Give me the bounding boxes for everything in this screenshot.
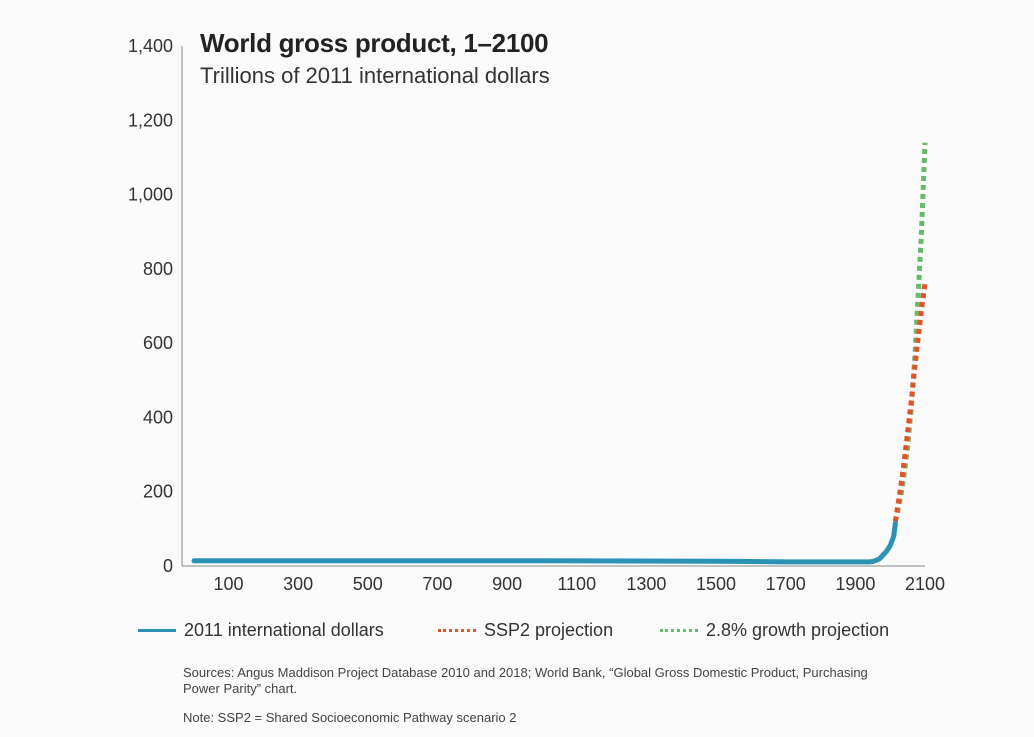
series-line-1 (892, 283, 928, 522)
x-tick-label: 1900 (835, 574, 875, 594)
y-tick-label: 1,000 (128, 185, 173, 205)
x-axis-ticks: 100 300 500 700 900 1100 1300 1500 1700 1900 2100 (213, 574, 945, 594)
x-tick-label: 300 (283, 574, 313, 594)
x-tick-label: 100 (213, 574, 243, 594)
x-tick-label: 1300 (626, 574, 666, 594)
legend-item-growth: 2.8% growth projection (660, 620, 889, 641)
y-tick-label: 400 (143, 407, 173, 427)
x-tick-label: 1700 (766, 574, 806, 594)
y-tick-label: 800 (143, 259, 173, 279)
legend-item-historical: 2011 international dollars (138, 620, 384, 641)
note-text: Note: SSP2 = Shared Socioeconomic Pathwa… (183, 710, 517, 725)
chart-subtitle: Trillions of 2011 international dollars (200, 63, 550, 88)
chart-title: World gross product, 1–2100 (200, 28, 549, 58)
legend-label-historical: 2011 international dollars (184, 620, 384, 640)
x-tick-label: 500 (353, 574, 383, 594)
legend-item-ssp2: SSP2 projection (438, 620, 613, 641)
chart-plot: 0 200 400 600 800 1,000 1,200 1,400 100 300 500 70… (128, 36, 945, 594)
legend-swatch-growth (660, 629, 698, 632)
chart-legend: 2011 international dollars SSP2 projecti… (138, 620, 1014, 644)
y-tick-label: 1,200 (128, 110, 173, 130)
sources-text: Sources: Angus Maddison Project Database… (183, 665, 868, 696)
x-tick-label: 700 (422, 574, 452, 594)
legend-swatch-ssp2 (438, 629, 476, 632)
series-line-0 (191, 520, 898, 565)
y-tick-label: 600 (143, 333, 173, 353)
legend-label-growth: 2.8% growth projection (706, 620, 890, 640)
y-tick-label: 1,400 (128, 36, 173, 56)
x-tick-label: 1500 (696, 574, 736, 594)
x-tick-label: 2100 (905, 574, 945, 594)
legend-swatch-historical (138, 629, 176, 632)
x-tick-label: 1100 (557, 574, 596, 594)
y-tick-label: 0 (163, 556, 173, 576)
series-lines (191, 142, 928, 565)
legend-label-ssp2: SSP2 projection (484, 620, 614, 640)
y-axis-ticks: 0 200 400 600 800 1,000 1,200 1,400 (128, 36, 173, 576)
x-tick-label: 900 (492, 574, 522, 594)
y-tick-label: 200 (143, 482, 173, 502)
